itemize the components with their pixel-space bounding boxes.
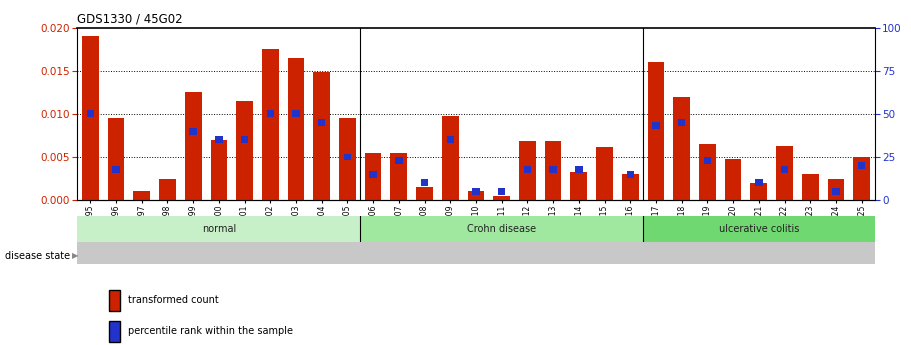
Bar [442, 116, 458, 200]
Bar [77, 216, 360, 242]
Bar [185, 92, 201, 200]
Bar [854, 157, 870, 200]
Bar [87, 110, 94, 117]
Bar [494, 196, 510, 200]
Bar [112, 166, 119, 172]
Bar [781, 166, 788, 172]
Text: normal: normal [201, 224, 236, 234]
Text: transformed count: transformed count [128, 295, 219, 305]
Bar [751, 183, 767, 200]
Bar [545, 141, 561, 200]
Bar [391, 152, 407, 200]
Bar [755, 179, 763, 186]
Bar [82, 36, 98, 200]
Bar [107, 118, 125, 200]
Bar [369, 171, 377, 178]
Bar [673, 97, 690, 200]
Bar [262, 49, 279, 200]
Bar [648, 62, 664, 200]
Text: percentile rank within the sample: percentile rank within the sample [128, 326, 292, 336]
Bar [339, 118, 356, 200]
Bar [519, 141, 536, 200]
Bar [703, 157, 711, 164]
Bar [524, 166, 531, 172]
Bar [643, 216, 875, 242]
Bar [318, 119, 325, 126]
Bar [699, 144, 716, 200]
Bar [446, 136, 454, 143]
Bar [292, 110, 300, 117]
Bar [159, 179, 176, 200]
Bar [313, 72, 330, 200]
Bar [236, 101, 253, 200]
Bar [776, 146, 793, 200]
Text: disease state: disease state [5, 251, 69, 261]
Bar [421, 179, 428, 186]
Bar [343, 154, 351, 160]
Text: ulcerative colitis: ulcerative colitis [719, 224, 799, 234]
Bar [622, 174, 639, 200]
Bar [133, 191, 150, 200]
Bar [652, 122, 660, 129]
Bar [210, 140, 227, 200]
Bar [395, 157, 403, 164]
Bar [364, 152, 382, 200]
Bar [858, 162, 865, 169]
Bar [627, 171, 634, 178]
Bar [549, 166, 557, 172]
Text: GDS1330 / 45G02: GDS1330 / 45G02 [77, 12, 183, 25]
Text: Crohn disease: Crohn disease [467, 224, 537, 234]
Bar [802, 174, 819, 200]
Bar [360, 216, 643, 242]
Bar [416, 187, 433, 200]
Text: ▶: ▶ [72, 252, 78, 260]
Bar [498, 188, 506, 195]
Bar [467, 191, 485, 200]
Bar [833, 188, 840, 195]
Bar [827, 179, 844, 200]
Bar [575, 166, 583, 172]
Bar [725, 159, 742, 200]
Bar [596, 147, 613, 200]
Bar [267, 110, 274, 117]
Bar [570, 171, 588, 200]
Bar [189, 128, 197, 135]
Bar [472, 188, 480, 195]
Bar [215, 136, 222, 143]
Bar [678, 119, 685, 126]
Bar [241, 136, 249, 143]
Bar [288, 58, 304, 200]
